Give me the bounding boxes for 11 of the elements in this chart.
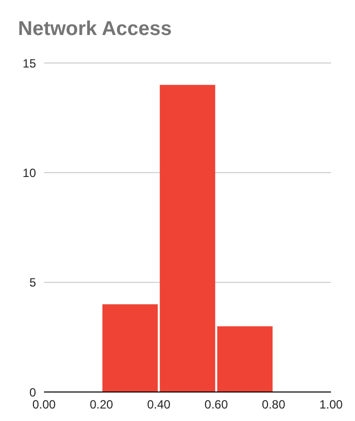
x-tick-label: 0.80 [262, 398, 286, 412]
y-tick-label: 15 [22, 56, 36, 70]
y-tick-label: 5 [29, 276, 36, 290]
x-tick-label: 0.40 [147, 398, 171, 412]
x-tick-label: 0.00 [32, 398, 56, 412]
chart-title: Network Access [17, 17, 173, 42]
x-tick-label: 0.60 [204, 398, 228, 412]
x-tick-label: 0.20 [90, 398, 114, 412]
x-tick-label: 1.00 [319, 398, 343, 412]
y-tick-label: 0 [29, 385, 36, 400]
y-tick-label: 10 [22, 166, 36, 180]
